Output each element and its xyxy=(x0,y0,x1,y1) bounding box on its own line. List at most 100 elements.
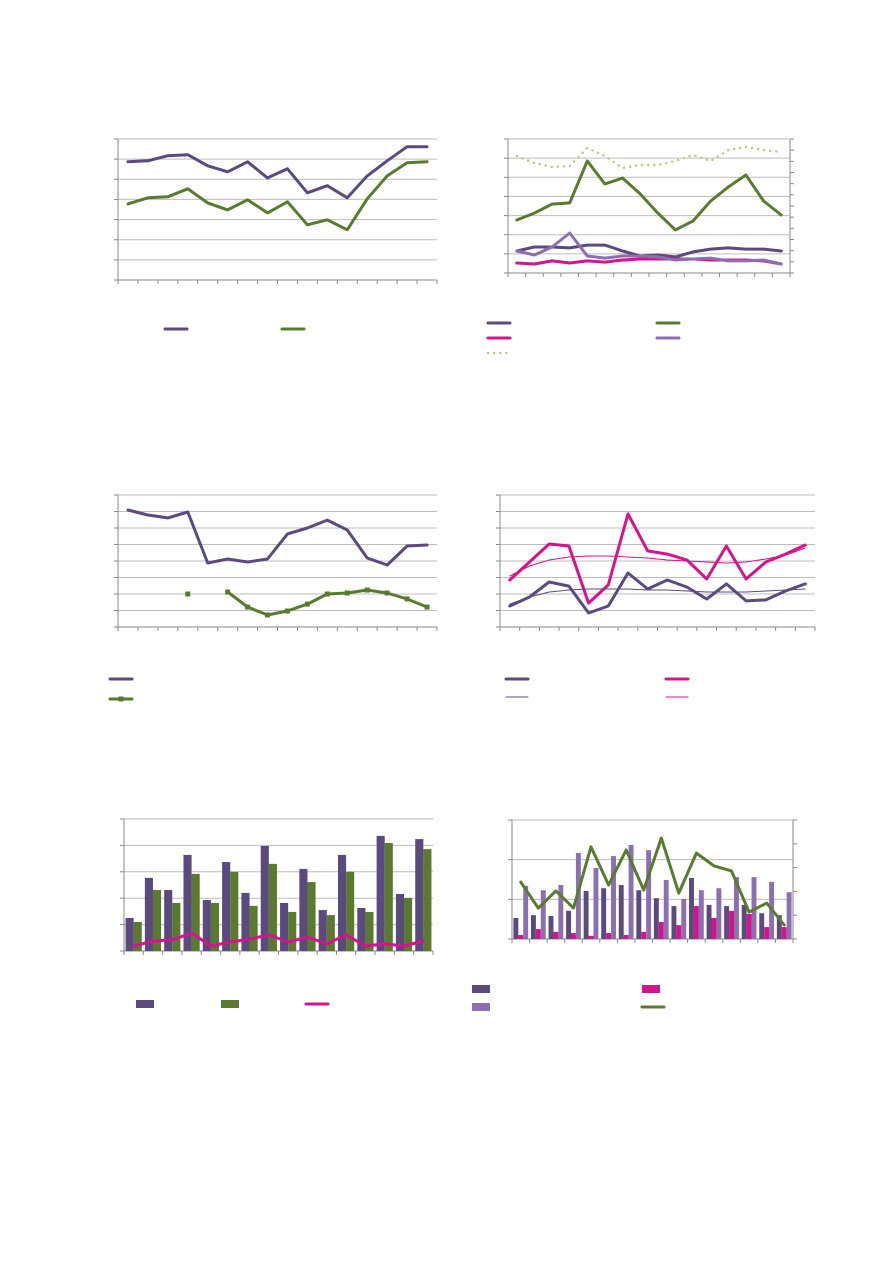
bar xyxy=(230,871,239,951)
bar xyxy=(318,910,327,951)
marker xyxy=(284,608,290,614)
bar xyxy=(698,890,704,939)
marker xyxy=(324,591,330,597)
bar xyxy=(628,844,634,939)
bar xyxy=(249,905,258,951)
marker xyxy=(344,590,350,596)
bar xyxy=(395,893,405,951)
bar xyxy=(307,882,316,951)
line xyxy=(508,512,807,605)
line xyxy=(132,931,425,948)
bar xyxy=(268,863,277,951)
marker xyxy=(185,591,191,597)
bar xyxy=(676,925,682,939)
line xyxy=(508,571,807,615)
bar xyxy=(781,927,787,939)
bar xyxy=(746,914,752,939)
marker xyxy=(245,604,251,610)
bar xyxy=(681,898,687,939)
bar xyxy=(611,856,616,939)
bar xyxy=(357,907,366,951)
bar xyxy=(535,929,541,939)
bar xyxy=(222,862,231,951)
bar xyxy=(210,902,220,951)
bar xyxy=(636,890,642,939)
marker xyxy=(225,589,231,595)
line xyxy=(509,547,806,577)
legend-swatch xyxy=(221,1000,239,1008)
line xyxy=(509,588,806,605)
line xyxy=(126,145,429,200)
legend-swatch xyxy=(472,985,490,993)
bar xyxy=(571,933,576,939)
chart xyxy=(120,818,434,1008)
chart xyxy=(114,138,438,331)
bar xyxy=(513,917,519,939)
bar xyxy=(588,935,594,939)
marker xyxy=(304,601,310,607)
bar xyxy=(646,850,652,939)
bar xyxy=(299,868,308,951)
chart xyxy=(108,494,438,702)
bar xyxy=(711,917,717,939)
bar xyxy=(606,933,612,939)
bar xyxy=(191,873,200,951)
bar xyxy=(658,921,664,939)
bar xyxy=(280,902,289,951)
line xyxy=(126,160,429,232)
bar xyxy=(202,900,211,951)
bar xyxy=(671,906,677,939)
bar xyxy=(583,891,589,939)
bar xyxy=(384,843,393,951)
legend-marker xyxy=(118,696,124,702)
bar xyxy=(764,927,770,939)
bar xyxy=(164,890,173,951)
bar xyxy=(540,890,546,939)
bar xyxy=(689,877,694,939)
chart xyxy=(472,819,797,1011)
legend-swatch xyxy=(136,1000,154,1008)
line xyxy=(515,231,783,266)
bar xyxy=(663,879,669,939)
bar xyxy=(125,918,134,951)
bar xyxy=(172,902,181,951)
line xyxy=(126,508,429,567)
bar xyxy=(729,910,734,939)
bar xyxy=(716,888,722,939)
bar xyxy=(759,913,765,939)
bar xyxy=(724,906,730,939)
bar xyxy=(415,839,424,951)
bar xyxy=(152,890,162,951)
bar xyxy=(593,867,599,939)
bar xyxy=(376,835,385,951)
bar xyxy=(241,892,250,951)
chart xyxy=(486,138,794,355)
legend-swatch xyxy=(642,985,660,993)
line xyxy=(515,159,783,232)
bar xyxy=(183,854,192,951)
marker xyxy=(384,590,390,596)
bar xyxy=(623,935,629,939)
marker xyxy=(404,596,410,602)
bar xyxy=(558,885,564,939)
line xyxy=(519,836,786,927)
bar xyxy=(260,845,269,951)
bar xyxy=(346,871,355,951)
line xyxy=(515,145,783,170)
bar xyxy=(641,931,647,939)
marker xyxy=(424,604,430,610)
bar xyxy=(706,904,712,939)
bar xyxy=(548,915,554,939)
bar xyxy=(365,911,374,951)
chart xyxy=(496,494,816,698)
bar xyxy=(337,854,347,951)
legend-swatch xyxy=(472,1003,490,1011)
bar xyxy=(566,910,572,939)
bar xyxy=(144,877,153,951)
bar xyxy=(523,885,529,939)
bar xyxy=(530,915,536,939)
bar xyxy=(326,915,335,951)
bar xyxy=(423,849,432,951)
